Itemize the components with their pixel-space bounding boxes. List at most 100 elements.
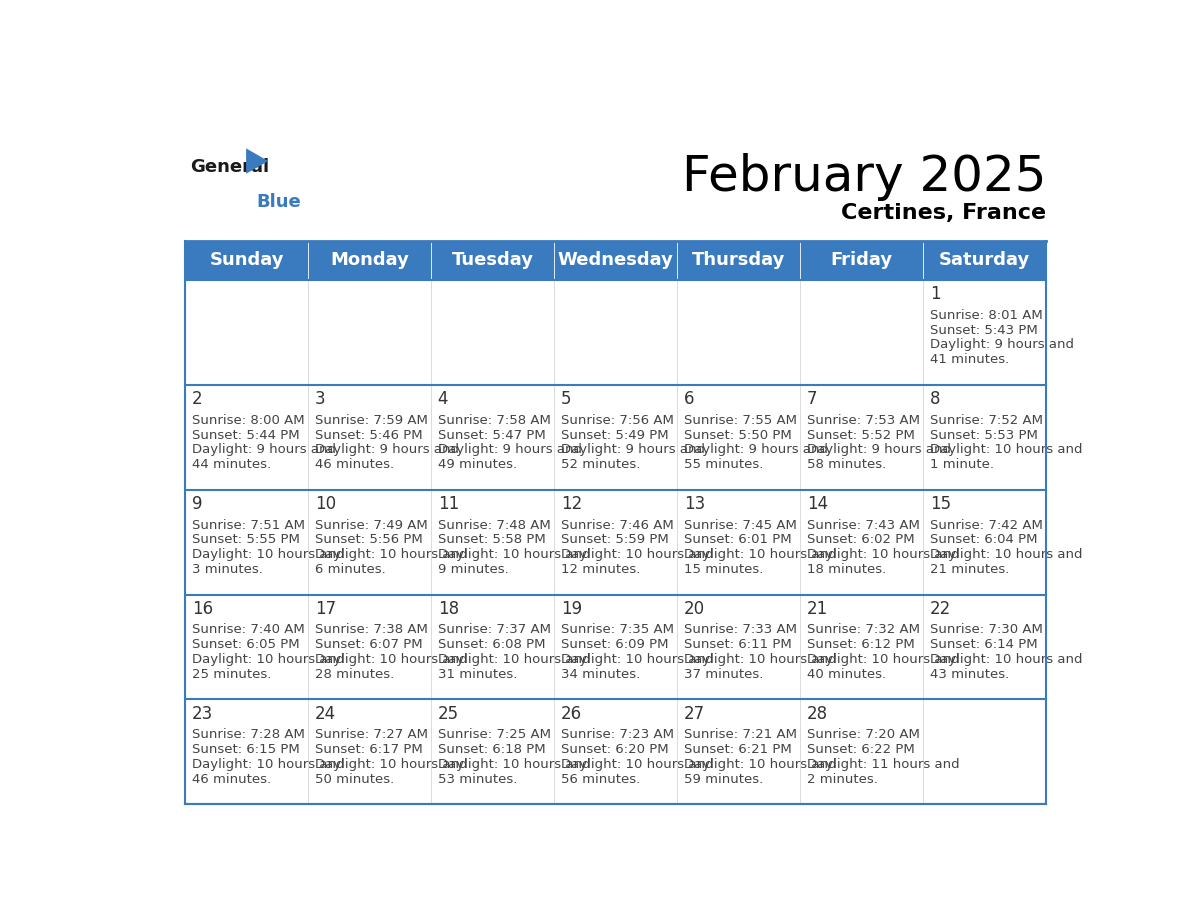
Text: Sunset: 6:08 PM: Sunset: 6:08 PM <box>437 638 545 652</box>
Text: 49 minutes.: 49 minutes. <box>437 458 517 471</box>
Bar <box>923 595 1047 700</box>
Text: Sunset: 5:46 PM: Sunset: 5:46 PM <box>315 429 423 442</box>
Polygon shape <box>246 149 268 174</box>
Text: Sunset: 6:17 PM: Sunset: 6:17 PM <box>315 744 423 756</box>
Text: 5: 5 <box>561 390 571 409</box>
Text: Sunrise: 7:49 AM: Sunrise: 7:49 AM <box>315 519 428 532</box>
Bar <box>555 700 677 804</box>
Text: Sunrise: 7:51 AM: Sunrise: 7:51 AM <box>191 519 305 532</box>
Bar <box>185 241 309 280</box>
Bar <box>185 489 309 595</box>
Text: Daylight: 10 hours and: Daylight: 10 hours and <box>930 548 1082 561</box>
Text: General: General <box>190 158 268 175</box>
Text: Sunset: 6:07 PM: Sunset: 6:07 PM <box>315 638 423 652</box>
Bar <box>185 595 309 700</box>
Text: 1 minute.: 1 minute. <box>930 458 993 471</box>
Text: 1: 1 <box>930 285 940 304</box>
Bar <box>923 241 1047 280</box>
Text: 50 minutes.: 50 minutes. <box>315 773 394 786</box>
Text: Sunrise: 7:55 AM: Sunrise: 7:55 AM <box>683 414 797 427</box>
Text: 26: 26 <box>561 705 582 723</box>
Text: 14: 14 <box>807 495 828 513</box>
Text: 22: 22 <box>930 600 950 618</box>
Bar <box>677 241 801 280</box>
Text: Daylight: 10 hours and: Daylight: 10 hours and <box>807 654 959 666</box>
Bar <box>923 280 1047 385</box>
Text: Daylight: 10 hours and: Daylight: 10 hours and <box>437 548 590 561</box>
Text: 20: 20 <box>683 600 704 618</box>
Text: Daylight: 10 hours and: Daylight: 10 hours and <box>315 758 467 771</box>
Bar <box>309 489 431 595</box>
Text: Sunrise: 7:38 AM: Sunrise: 7:38 AM <box>315 623 428 636</box>
Text: Sunset: 6:04 PM: Sunset: 6:04 PM <box>930 533 1037 546</box>
Text: Sunrise: 7:30 AM: Sunrise: 7:30 AM <box>930 623 1043 636</box>
Bar <box>923 385 1047 489</box>
Text: Thursday: Thursday <box>693 252 785 269</box>
Text: 37 minutes.: 37 minutes. <box>683 668 763 681</box>
Text: Sunrise: 7:35 AM: Sunrise: 7:35 AM <box>561 623 674 636</box>
Bar <box>309 385 431 489</box>
Text: 15: 15 <box>930 495 950 513</box>
Text: Sunset: 6:02 PM: Sunset: 6:02 PM <box>807 533 915 546</box>
Text: Sunset: 5:58 PM: Sunset: 5:58 PM <box>437 533 545 546</box>
Text: 16: 16 <box>191 600 213 618</box>
Bar <box>309 595 431 700</box>
Text: 3 minutes.: 3 minutes. <box>191 563 263 577</box>
Text: Sunset: 6:21 PM: Sunset: 6:21 PM <box>683 744 791 756</box>
Bar <box>309 280 431 385</box>
Bar <box>309 700 431 804</box>
Text: Sunset: 6:11 PM: Sunset: 6:11 PM <box>683 638 791 652</box>
Text: Daylight: 10 hours and: Daylight: 10 hours and <box>437 758 590 771</box>
Text: 9: 9 <box>191 495 202 513</box>
Text: 55 minutes.: 55 minutes. <box>683 458 763 471</box>
Text: Daylight: 10 hours and: Daylight: 10 hours and <box>930 654 1082 666</box>
Text: 25 minutes.: 25 minutes. <box>191 668 271 681</box>
Text: Tuesday: Tuesday <box>451 252 533 269</box>
Bar <box>801 489 923 595</box>
Text: Blue: Blue <box>257 193 301 211</box>
Text: 12: 12 <box>561 495 582 513</box>
Text: Sunset: 6:22 PM: Sunset: 6:22 PM <box>807 744 915 756</box>
Text: Daylight: 10 hours and: Daylight: 10 hours and <box>437 654 590 666</box>
Text: Monday: Monday <box>330 252 409 269</box>
Bar <box>431 595 555 700</box>
Bar <box>923 489 1047 595</box>
Text: Sunrise: 7:40 AM: Sunrise: 7:40 AM <box>191 623 304 636</box>
Text: 13: 13 <box>683 495 704 513</box>
Text: Daylight: 10 hours and: Daylight: 10 hours and <box>191 548 345 561</box>
Text: Sunset: 5:56 PM: Sunset: 5:56 PM <box>315 533 423 546</box>
Text: 15 minutes.: 15 minutes. <box>683 563 763 577</box>
Bar <box>431 385 555 489</box>
Text: Sunrise: 7:25 AM: Sunrise: 7:25 AM <box>437 728 551 742</box>
Text: Daylight: 9 hours and: Daylight: 9 hours and <box>191 443 336 456</box>
Text: 11: 11 <box>437 495 459 513</box>
Text: 2: 2 <box>191 390 202 409</box>
Text: 21: 21 <box>807 600 828 618</box>
Text: Daylight: 10 hours and: Daylight: 10 hours and <box>191 758 345 771</box>
Bar <box>431 241 555 280</box>
Text: Daylight: 10 hours and: Daylight: 10 hours and <box>807 548 959 561</box>
Text: Sunrise: 7:48 AM: Sunrise: 7:48 AM <box>437 519 550 532</box>
Text: 41 minutes.: 41 minutes. <box>930 353 1009 366</box>
Text: Sunset: 6:05 PM: Sunset: 6:05 PM <box>191 638 299 652</box>
Text: Sunrise: 7:59 AM: Sunrise: 7:59 AM <box>315 414 428 427</box>
Text: Sunrise: 7:21 AM: Sunrise: 7:21 AM <box>683 728 797 742</box>
Text: Daylight: 10 hours and: Daylight: 10 hours and <box>683 654 836 666</box>
Text: Sunset: 6:01 PM: Sunset: 6:01 PM <box>683 533 791 546</box>
Text: 7: 7 <box>807 390 817 409</box>
Text: 59 minutes.: 59 minutes. <box>683 773 763 786</box>
Bar <box>431 280 555 385</box>
Text: Daylight: 10 hours and: Daylight: 10 hours and <box>315 654 467 666</box>
Bar <box>923 700 1047 804</box>
Text: Daylight: 9 hours and: Daylight: 9 hours and <box>437 443 582 456</box>
Text: 34 minutes.: 34 minutes. <box>561 668 640 681</box>
Text: Sunset: 6:15 PM: Sunset: 6:15 PM <box>191 744 299 756</box>
Bar <box>555 595 677 700</box>
Text: Wednesday: Wednesday <box>558 252 674 269</box>
Text: 17: 17 <box>315 600 336 618</box>
Text: Sunset: 5:49 PM: Sunset: 5:49 PM <box>561 429 669 442</box>
Text: Sunrise: 7:52 AM: Sunrise: 7:52 AM <box>930 414 1043 427</box>
Text: Sunrise: 7:53 AM: Sunrise: 7:53 AM <box>807 414 920 427</box>
Text: Sunset: 5:44 PM: Sunset: 5:44 PM <box>191 429 299 442</box>
Text: 52 minutes.: 52 minutes. <box>561 458 640 471</box>
